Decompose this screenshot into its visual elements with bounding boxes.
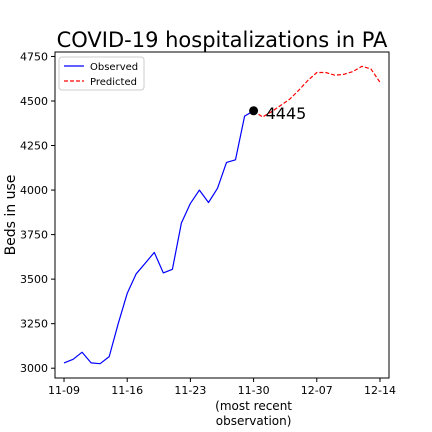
x-tick-label: 12-14	[364, 384, 396, 397]
legend: Observed Predicted	[58, 56, 145, 91]
y-axis-label: Beds in use	[3, 175, 19, 256]
plot-area: 3000 3250 3500 3750 4000 4250 4500 4750 11-09 11-…	[20, 50, 396, 428]
y-tick-label: 3750	[20, 229, 48, 242]
y-tick-label: 4250	[20, 140, 48, 153]
legend-label-observed: Observed	[90, 62, 138, 73]
y-tick-label: 3250	[20, 318, 48, 331]
annotation-label: 4445	[266, 104, 307, 123]
y-tick-label: 4500	[20, 95, 48, 108]
y-tick-label: 4000	[20, 184, 48, 197]
series-line-observed	[63, 110, 254, 365]
y-tick-label: 3500	[20, 273, 48, 286]
y-tick-label: 3000	[20, 362, 48, 375]
chart-title: COVID-19 hospitalizations in PA	[57, 28, 388, 52]
legend-box	[58, 56, 145, 91]
x-tick-label: 11-16	[111, 384, 143, 397]
plot-frame	[54, 51, 390, 379]
x-tick-sublabel: observation)	[216, 414, 292, 428]
legend-label-predicted: Predicted	[90, 77, 137, 88]
y-tick-label: 4750	[20, 50, 48, 63]
x-tick-label: 11-23	[174, 384, 206, 397]
x-tick-sublabel: (most recent	[215, 399, 292, 413]
x-tick-label: 11-30	[238, 384, 270, 397]
series-line-predicted	[253, 65, 381, 118]
x-tick-label: 12-07	[301, 384, 333, 397]
annotation-marker	[249, 106, 259, 116]
x-tick-label: 11-09	[48, 384, 80, 397]
